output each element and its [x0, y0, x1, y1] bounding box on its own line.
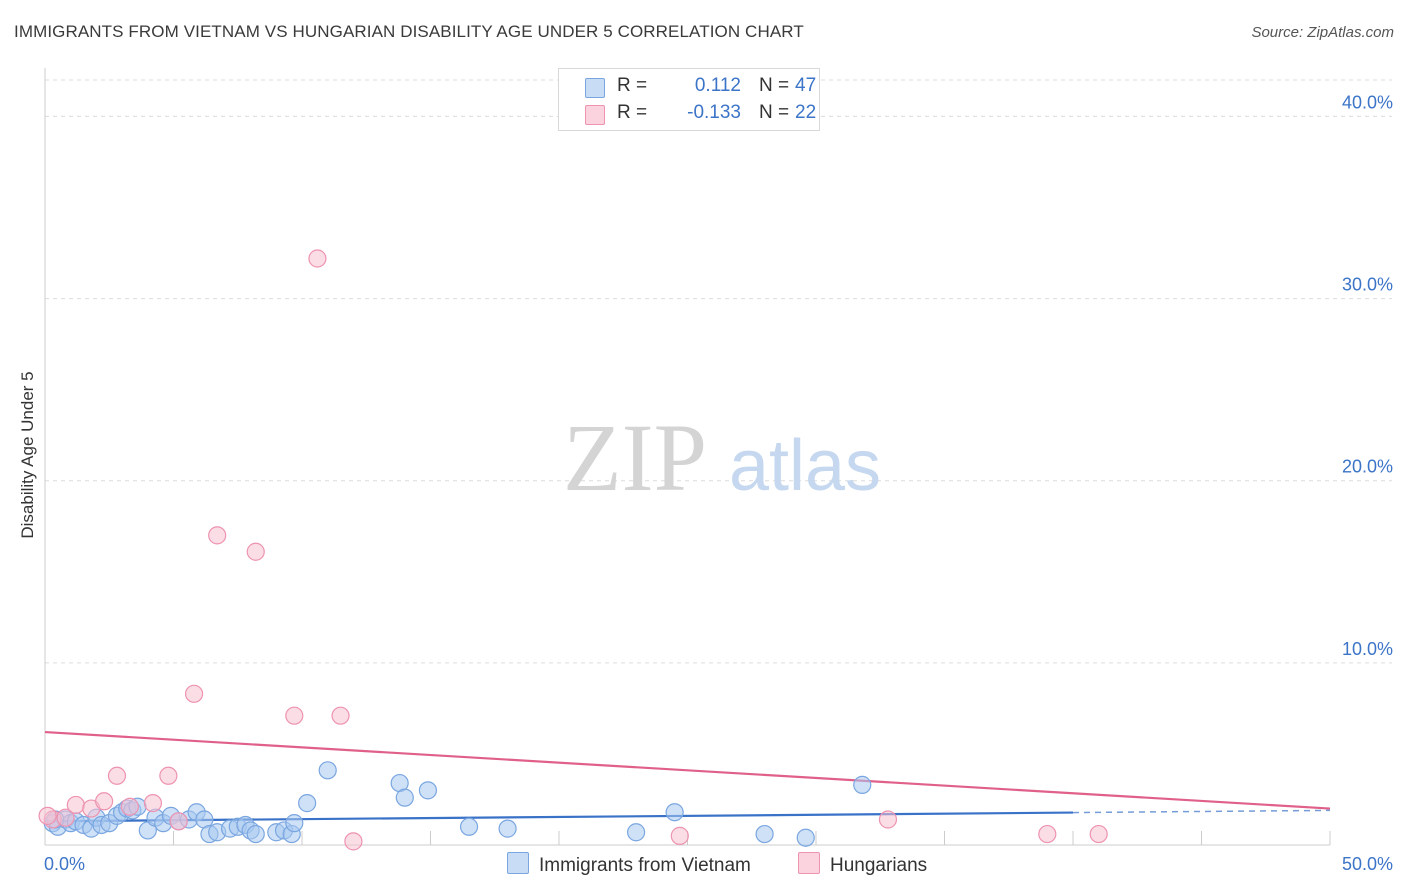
trend-line-vietnam — [44, 811, 1074, 823]
y-tick-label: 10.0% — [1342, 639, 1393, 659]
trend-line-vietnam-dashed — [1072, 809, 1331, 814]
point-vietnam — [853, 775, 872, 794]
point-hungarians — [1089, 824, 1108, 844]
axes — [44, 68, 1331, 846]
point-vietnam — [665, 803, 684, 822]
point-hungarians — [143, 794, 163, 813]
legend-r-label: R = — [617, 102, 648, 123]
trend-line-hungarians — [44, 730, 1331, 810]
point-hungarians — [1038, 824, 1057, 844]
legend-swatch-hungarians — [798, 852, 820, 874]
legend-r-value: 0.112 — [694, 75, 741, 96]
legend-n-value: 22 — [795, 102, 817, 123]
y-tick-label: 30.0% — [1342, 275, 1393, 295]
legend-swatch-hungarians — [585, 105, 605, 125]
legend-label-vietnam: Immigrants from Vietnam — [539, 855, 751, 876]
y-axis-label: Disability Age Under 5 — [18, 371, 37, 539]
point-vietnam — [498, 819, 517, 838]
point-hungarians — [169, 812, 188, 831]
tick-labels: 10.0% 20.0% 30.0% 40.0% 0.0% 50.0% — [44, 92, 1393, 874]
watermark: ZIP atlas — [563, 404, 881, 511]
point-vietnam — [626, 823, 646, 842]
point-hungarians — [184, 684, 204, 703]
legend-n-value: 47 — [795, 75, 817, 96]
trend-lines — [44, 730, 1331, 823]
point-hungarians — [344, 832, 363, 851]
point-hungarians — [56, 808, 75, 827]
legend-item-hungarians[interactable]: Hungarians — [798, 852, 927, 877]
x-tick-label: 50.0% — [1342, 854, 1393, 874]
legend-swatch-vietnam — [507, 852, 529, 874]
point-hungarians — [246, 542, 265, 561]
point-hungarians — [878, 810, 898, 829]
legend-label-hungarians: Hungarians — [830, 855, 928, 876]
point-hungarians — [66, 795, 85, 815]
x-tick-label: 0.0% — [44, 854, 85, 874]
point-vietnam — [285, 814, 304, 833]
y-tick-label: 20.0% — [1342, 457, 1393, 477]
point-vietnam — [298, 794, 317, 813]
point-vietnam — [796, 828, 815, 847]
point-vietnam — [418, 781, 438, 800]
point-hungarians — [670, 826, 689, 845]
legend-item-vietnam[interactable]: Immigrants from Vietnam — [507, 852, 751, 877]
point-vietnam — [395, 788, 414, 807]
watermark-zip: ZIP — [563, 404, 707, 511]
point-hungarians — [331, 706, 350, 725]
point-hungarians — [285, 706, 304, 725]
point-hungarians — [308, 249, 327, 268]
legend-r-value: -0.133 — [687, 102, 741, 123]
legend-n-label: N = — [759, 102, 790, 123]
point-vietnam — [459, 817, 479, 836]
point-hungarians — [159, 766, 178, 785]
legend-n-label: N = — [759, 75, 790, 96]
point-hungarians — [107, 766, 127, 785]
chart-title: IMMIGRANTS FROM VIETNAM VS HUNGARIAN DIS… — [14, 22, 804, 41]
grid-lines — [45, 79, 1392, 664]
legend-swatch-vietnam — [585, 78, 605, 98]
legend-r-label: R = — [617, 75, 648, 96]
source-label: Source: ZipAtlas.com — [1251, 24, 1394, 41]
point-vietnam — [755, 824, 774, 844]
point-hungarians — [208, 526, 227, 545]
point-hungarians — [38, 806, 57, 825]
point-vietnam — [318, 761, 337, 780]
point-vietnam — [246, 824, 265, 844]
point-hungarians — [95, 792, 114, 811]
watermark-atlas: atlas — [729, 426, 881, 506]
data-points — [38, 249, 1108, 851]
stats-legend: R = 0.112 N = 47 R = -0.133 N = 22 — [558, 68, 820, 131]
y-tick-label: 40.0% — [1342, 92, 1393, 112]
point-hungarians — [120, 797, 139, 816]
